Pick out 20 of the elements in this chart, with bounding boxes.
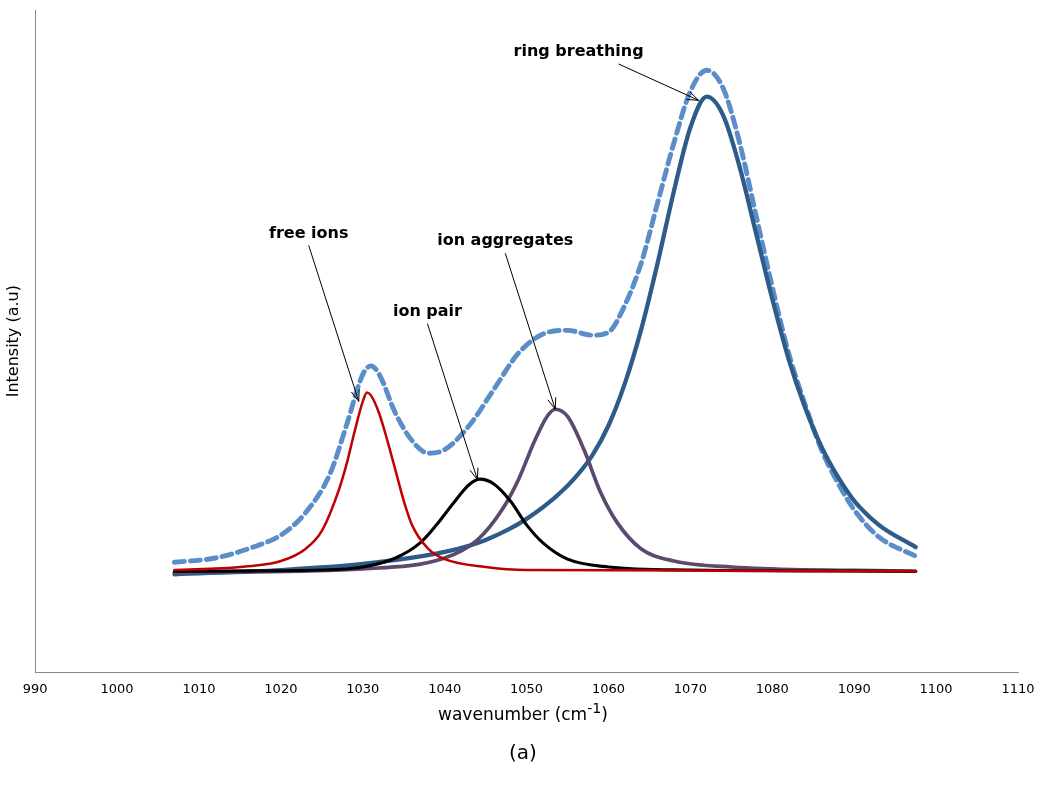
x-axis-title: wavenumber (cm$^{-1}$) <box>437 700 609 724</box>
x-tick-label: 1110 <box>1001 680 1035 696</box>
x-tick-label: 1020 <box>264 680 298 696</box>
x-tick-label: 1010 <box>182 680 216 696</box>
y-axis-title: Intensity (a.u) <box>2 285 22 398</box>
x-tick-label: 1060 <box>591 680 626 696</box>
annotation: free ions <box>268 222 349 242</box>
x-tick-label: 1070 <box>673 680 707 696</box>
x-tick-label: 990 <box>22 680 48 696</box>
x-tick-label: 1030 <box>346 680 380 696</box>
x-tick-label: 1100 <box>919 680 953 696</box>
annotation: ion pair <box>392 300 463 320</box>
x-tick-label: 1000 <box>100 680 134 696</box>
x-tick-label: 1040 <box>428 680 462 696</box>
x-tick-label: 1090 <box>837 680 871 696</box>
annotation: ring breathing <box>513 41 644 61</box>
annotation: ion aggregates <box>437 230 574 250</box>
text: (a) <box>508 740 538 764</box>
x-tick-label: 1080 <box>755 680 789 696</box>
x-tick-label: 1050 <box>510 680 544 696</box>
